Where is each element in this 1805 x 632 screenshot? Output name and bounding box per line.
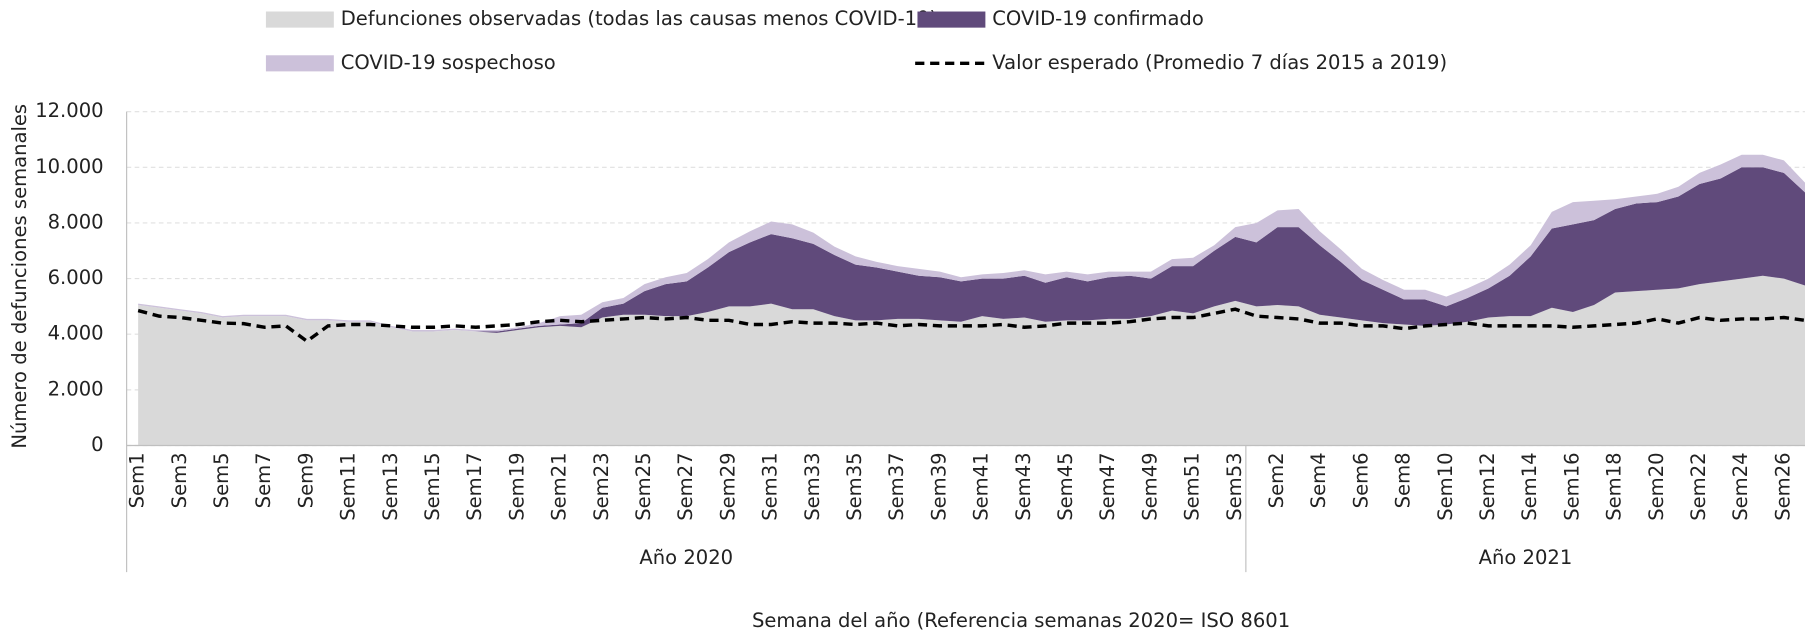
legend-swatch	[265, 55, 334, 72]
x-tick-label: Sem29	[716, 452, 739, 520]
x-tick-label: Sem49	[1138, 452, 1161, 520]
x-tick-label: Sem51	[1181, 452, 1204, 520]
y-axis-title: Número de defunciones semanales	[8, 104, 31, 449]
x-tick-label: Sem13	[379, 452, 402, 520]
x-tick-label: Sem45	[1054, 452, 1077, 520]
x-tick-label: Sem5	[210, 452, 233, 508]
x-tick-label: Sem41	[970, 452, 993, 520]
x-tick-label: Sem18	[1603, 452, 1626, 520]
x-tick-label: Sem8	[1392, 452, 1415, 508]
legend-label: COVID-19 sospechoso	[341, 51, 556, 74]
x-tick-label: Sem11	[337, 452, 360, 520]
x-tick-label: Sem33	[801, 452, 824, 520]
y-tick-label: 8.000	[48, 210, 104, 233]
legend-label: COVID-19 confirmado	[992, 7, 1204, 30]
x-tick-label: Sem10	[1434, 452, 1457, 520]
x-axis-title: Semana del año (Referencia semanas 2020=…	[752, 609, 1290, 632]
x-tick-label: Sem43	[1012, 452, 1035, 520]
x-tick-label: Sem9	[294, 452, 317, 508]
x-tick-label: Sem25	[632, 452, 655, 520]
legend-label: Valor esperado (Promedio 7 días 2015 a 2…	[992, 51, 1447, 74]
x-tick-label: Sem35	[843, 452, 866, 520]
y-tick-label: 0	[91, 433, 103, 456]
x-tick-label: Sem31	[759, 452, 782, 520]
x-tick-label: Sem17	[463, 452, 486, 520]
x-tick-label: Sem15	[421, 452, 444, 520]
area	[138, 154, 1805, 332]
group-label: Año 2020	[639, 546, 733, 569]
y-tick-label: 12.000	[35, 99, 103, 122]
x-tick-label: Sem3	[168, 452, 191, 508]
line	[137, 307, 1805, 344]
x-tick-label: Sem47	[1096, 452, 1119, 520]
x-tick-label: Sem20	[1645, 452, 1668, 520]
area	[138, 275, 1805, 446]
x-tick-label: Sem53	[1223, 452, 1246, 520]
x-tick-label: Sem27	[674, 452, 697, 520]
area	[138, 167, 1805, 333]
x-tick-label: Sem39	[927, 452, 950, 520]
legend-swatch	[265, 11, 334, 28]
x-tick-label: Sem4	[1307, 452, 1330, 508]
x-tick-label: Sem12	[1476, 452, 1499, 520]
y-tick-label: 4.000	[48, 322, 104, 345]
group-label: Año 2021	[1479, 546, 1573, 569]
x-tick-label: Sem6	[1349, 452, 1372, 508]
x-tick-label: Sem23	[590, 452, 613, 520]
x-tick-label: Sem37	[885, 452, 908, 520]
x-tick-label: Sem26	[1771, 452, 1794, 520]
x-tick-label: Sem7	[252, 452, 275, 508]
y-tick-label: 10.000	[35, 155, 103, 178]
x-tick-label: Sem21	[548, 452, 571, 520]
x-tick-label: Sem19	[505, 452, 528, 520]
x-tick-label: Sem24	[1729, 452, 1752, 520]
x-tick-label: Sem2	[1265, 452, 1288, 508]
x-tick-label: Sem14	[1518, 452, 1541, 520]
legend-label: Defunciones observadas (todas las causas…	[341, 7, 937, 30]
y-tick-label: 2.000	[48, 377, 104, 400]
x-tick-label: Sem22	[1687, 452, 1710, 520]
x-tick-label: Sem1	[126, 452, 149, 508]
y-tick-label: 6.000	[48, 266, 104, 289]
x-tick-label: Sem16	[1560, 452, 1583, 520]
legend-swatch	[917, 11, 986, 28]
